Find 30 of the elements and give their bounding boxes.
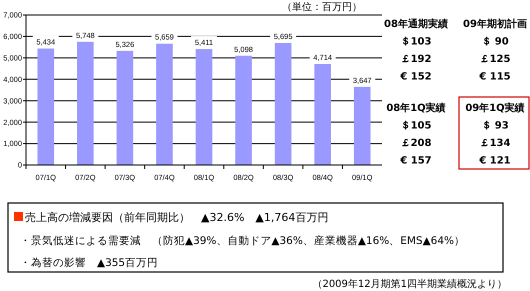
bar: [354, 86, 371, 165]
text: 売上高の増減要因（前年同期比） ▲32.6% ▲1,764百万円: [25, 211, 328, 224]
bar: [314, 64, 331, 165]
bar: [116, 50, 134, 165]
text: ＄ 93: [481, 120, 509, 132]
text: ￡134: [480, 138, 510, 149]
text: （2009年12月期第1四半期業績概況より）: [312, 278, 507, 290]
text: ・景気低迷による需要減 （防犯▲39%、自動ドア▲36%、産業機器▲16%、EMS▲64%）: [20, 234, 466, 247]
text: （単位：百万円）: [282, 1, 362, 13]
text: ￡208: [400, 138, 432, 149]
text: € 121: [478, 156, 511, 166]
bar: [37, 48, 54, 165]
text: ＄105: [400, 120, 432, 132]
text: € 115: [478, 72, 511, 82]
text: ￡125: [480, 54, 510, 65]
bar: [274, 42, 292, 165]
bar: [196, 49, 212, 165]
text: 08年1Q実績: [386, 102, 446, 114]
text: ・為替の影響 ▲355百万円: [20, 256, 158, 269]
text: ＄ 90: [481, 36, 509, 48]
text: 08年通期実績: [384, 18, 448, 30]
bar: [235, 56, 252, 165]
text: ＄103: [400, 36, 432, 48]
bar: [77, 42, 94, 165]
text: € 157: [399, 156, 432, 166]
bar: [156, 44, 173, 165]
text: 09年1Q実績: [465, 102, 525, 114]
text: ￡192: [400, 54, 432, 65]
text: 09年期初計画: [463, 18, 527, 30]
text: € 152: [399, 72, 432, 82]
